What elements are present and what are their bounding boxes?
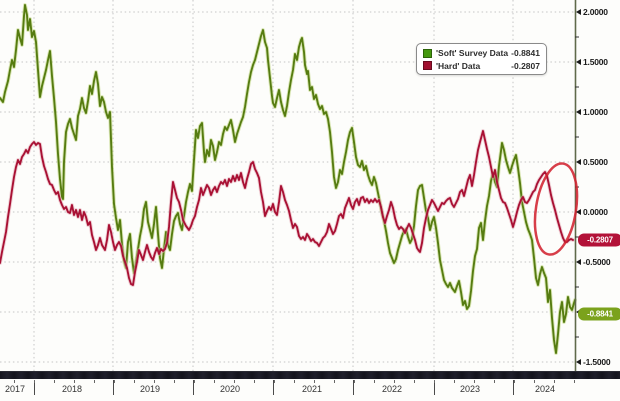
hard-series-swatch bbox=[423, 61, 432, 71]
y-axis-label: -1.5000 bbox=[576, 357, 611, 367]
chart-legend[interactable]: 'Soft' Survey Data -0.8841 'Hard' Data -… bbox=[416, 43, 547, 75]
y-axis-label-text: -0.5000 bbox=[583, 257, 611, 267]
year-separator-tick bbox=[434, 380, 435, 395]
x-axis-minor-tick bbox=[194, 380, 195, 383]
year-separator-tick bbox=[513, 380, 514, 395]
year-label: 2020 bbox=[219, 384, 241, 394]
hard-value-badge: -0.2807 bbox=[578, 233, 620, 247]
x-axis-minor-tick bbox=[234, 380, 235, 383]
year-label: 2021 bbox=[301, 384, 323, 394]
year-separator-tick bbox=[34, 380, 35, 395]
x-axis-minor-tick bbox=[334, 380, 335, 383]
y-axis-label-text: 1.0000 bbox=[583, 107, 608, 117]
soft-series-label: 'Soft' Survey Data bbox=[436, 48, 509, 59]
axis-tick-arrow-icon bbox=[576, 259, 581, 265]
y-axis-label-text: 1.5000 bbox=[583, 57, 608, 67]
y-axis-label: -0.5000 bbox=[576, 257, 611, 267]
axis-tick-arrow-icon bbox=[576, 109, 581, 115]
y-axis-label-text: 0.5000 bbox=[583, 157, 608, 167]
y-axis-label-text: -1.5000 bbox=[583, 357, 611, 367]
soft-value-badge: -0.8841 bbox=[578, 307, 620, 321]
year-label: 2018 bbox=[61, 384, 83, 394]
year-label: 2022 bbox=[381, 384, 403, 394]
axis-tick-arrow-icon bbox=[576, 9, 581, 15]
hard-series-label: 'Hard' Data bbox=[436, 60, 481, 71]
x-axis-minor-tick bbox=[414, 380, 415, 383]
y-axis-label: 2.0000 bbox=[576, 7, 608, 17]
y-axis-label: 0.5000 bbox=[576, 157, 608, 167]
x-axis-minor-tick bbox=[94, 380, 95, 383]
soft-series-value: -0.8841 bbox=[511, 48, 540, 59]
x-axis-minor-tick bbox=[154, 380, 155, 383]
highlight-ellipse-annotation bbox=[533, 162, 579, 256]
x-axis-minor-tick bbox=[454, 380, 455, 383]
axis-tick-arrow-icon bbox=[576, 359, 581, 365]
x-axis-minor-tick bbox=[554, 380, 555, 383]
y-axis-label: 0.0000 bbox=[576, 207, 608, 217]
chart-scrollbar[interactable] bbox=[0, 371, 620, 379]
y-axis-label: 1.5000 bbox=[576, 57, 608, 67]
legend-item-hard: 'Hard' Data -0.2807 bbox=[423, 60, 540, 72]
x-axis-minor-tick bbox=[174, 380, 175, 383]
year-label: 2023 bbox=[459, 384, 481, 394]
x-axis-minor-tick bbox=[394, 380, 395, 383]
axis-tick-arrow-icon bbox=[576, 159, 581, 165]
x-axis-minor-tick bbox=[314, 380, 315, 383]
x-axis-minor-tick bbox=[114, 380, 115, 383]
x-axis-minor-tick bbox=[494, 380, 495, 383]
x-axis-minor-tick bbox=[134, 380, 135, 383]
year-label: 2017 bbox=[4, 384, 26, 394]
x-axis-minor-tick bbox=[534, 380, 535, 383]
x-axis-minor-tick bbox=[294, 380, 295, 383]
x-axis-minor-tick bbox=[54, 380, 55, 383]
year-separator-tick bbox=[113, 380, 114, 395]
x-axis-minor-tick bbox=[274, 380, 275, 383]
year-label: 2019 bbox=[139, 384, 161, 394]
x-axis-minor-tick bbox=[354, 380, 355, 383]
year-separator-tick bbox=[193, 380, 194, 395]
y-axis-label-text: 0.0000 bbox=[583, 207, 608, 217]
x-axis-minor-tick bbox=[14, 380, 15, 383]
year-label: 2024 bbox=[534, 384, 556, 394]
y-axis-label-text: 2.0000 bbox=[583, 7, 608, 17]
x-axis-minor-tick bbox=[34, 380, 35, 383]
axis-tick-arrow-icon bbox=[576, 209, 581, 215]
axis-tick-arrow-icon bbox=[576, 59, 581, 65]
x-axis-minor-tick bbox=[474, 380, 475, 383]
soft-series-swatch bbox=[423, 48, 432, 58]
year-separator-tick bbox=[353, 380, 354, 395]
x-axis-minor-tick bbox=[214, 380, 215, 383]
hard-series-line bbox=[0, 130, 574, 286]
hard-series-value: -0.2807 bbox=[511, 60, 540, 71]
x-axis-minor-tick bbox=[574, 380, 575, 383]
x-axis-minor-tick bbox=[74, 380, 75, 383]
soft-series-line bbox=[0, 4, 576, 354]
y-axis-label: 1.0000 bbox=[576, 107, 608, 117]
x-axis-minor-tick bbox=[254, 380, 255, 383]
x-axis-minor-tick bbox=[434, 380, 435, 383]
year-separator-tick bbox=[273, 380, 274, 395]
x-axis-minor-tick bbox=[514, 380, 515, 383]
x-axis-year-strip: 2017 2018 2019 2020 2021 2022 2023 2024 bbox=[0, 379, 620, 401]
x-axis-minor-tick bbox=[374, 380, 375, 383]
legend-item-soft: 'Soft' Survey Data -0.8841 bbox=[423, 47, 540, 59]
